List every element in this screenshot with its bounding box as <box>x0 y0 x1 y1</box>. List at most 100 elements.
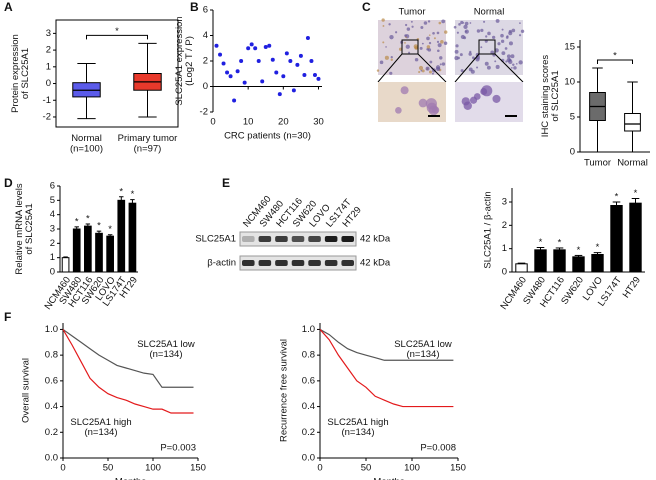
nucleus <box>420 25 424 29</box>
y-tick-label: 1.0 <box>45 324 58 335</box>
nucleus <box>485 35 488 38</box>
point <box>218 52 223 57</box>
x-tick-label: 20 <box>278 117 289 128</box>
y-tick-label: 6 <box>50 181 55 192</box>
image-label: Normal <box>474 7 505 18</box>
nucleus <box>404 34 407 37</box>
panel-letter: F <box>4 310 11 324</box>
panel-letter: E <box>222 176 230 190</box>
y-tick-label: 3 <box>46 28 51 39</box>
nucleus <box>440 40 444 44</box>
nucleus <box>480 28 484 32</box>
nucleus <box>443 41 448 45</box>
point <box>291 88 296 93</box>
zoom-line <box>377 53 403 83</box>
y-tick-label: 15 <box>564 42 575 53</box>
nucleus <box>462 22 465 24</box>
point <box>312 73 317 78</box>
nucleus <box>404 23 408 27</box>
nucleus <box>453 25 457 29</box>
point <box>263 44 268 49</box>
nucleus <box>390 55 393 59</box>
y-tick-label: 4 <box>50 209 55 220</box>
nucleus <box>423 21 428 25</box>
nucleus <box>458 23 461 26</box>
y-tick-label: -2 <box>43 111 51 122</box>
significance: * <box>115 26 119 37</box>
size-label: 42 kDa <box>360 234 391 245</box>
nucleus <box>500 39 505 44</box>
nucleus <box>508 59 513 64</box>
point <box>284 51 289 56</box>
nucleus <box>454 56 459 61</box>
nucleus <box>519 22 521 25</box>
zoom-box <box>401 39 419 55</box>
nucleus <box>406 27 411 31</box>
significance: * <box>97 221 101 232</box>
nucleus <box>465 30 467 33</box>
nucleus <box>480 46 483 49</box>
annotation: P=0.008 <box>420 443 456 454</box>
point <box>249 42 254 47</box>
nucleus <box>468 52 472 56</box>
bar <box>572 256 585 273</box>
point <box>225 70 230 75</box>
band <box>275 260 288 266</box>
nucleus <box>476 29 481 33</box>
significance: * <box>131 189 135 200</box>
y-tick-label: 0 <box>50 267 55 278</box>
nucleus <box>501 28 504 31</box>
nucleus <box>428 34 431 36</box>
nucleus <box>428 41 432 45</box>
nucleus <box>500 33 504 38</box>
nucleus <box>454 49 459 54</box>
y-tick-label: 0.0 <box>45 453 58 464</box>
nucleus <box>425 98 437 110</box>
significance: * <box>119 186 123 197</box>
x-tick-label: 0 <box>317 463 322 474</box>
significance-bracket <box>86 34 148 40</box>
survival-curve <box>62 328 194 388</box>
point <box>288 59 293 63</box>
band <box>341 236 354 242</box>
y-tick-label: 0.6 <box>45 375 58 386</box>
significance: * <box>75 216 79 227</box>
nucleus <box>513 66 517 70</box>
nucleus <box>494 48 499 53</box>
point <box>298 53 303 58</box>
y-axis-label: Recurrence free survival <box>279 339 290 442</box>
point <box>277 92 282 97</box>
point <box>242 80 247 85</box>
nucleus <box>427 48 432 52</box>
band <box>275 236 288 242</box>
nucleus <box>384 55 389 60</box>
point <box>260 79 265 84</box>
nucleus <box>515 63 518 65</box>
nucleus <box>426 45 431 49</box>
y-tick-label: 1 <box>502 243 507 254</box>
y-tick-label: 4 <box>203 30 208 41</box>
nucleus <box>508 29 512 33</box>
y-tick-label: 0.2 <box>45 427 58 438</box>
point <box>316 76 321 81</box>
nucleus <box>376 69 380 72</box>
y-tick-label: 0 <box>570 147 575 158</box>
zoom-line <box>454 53 480 83</box>
x-tick-label: 0 <box>210 117 215 128</box>
nucleus <box>444 30 448 34</box>
survival-curve <box>319 328 454 361</box>
point <box>246 46 251 51</box>
nucleus <box>457 56 460 60</box>
nucleus <box>431 72 434 75</box>
y-axis-label: IHC staining scoresof SLC25A1 <box>539 55 560 138</box>
nucleus <box>504 47 508 50</box>
band <box>291 236 305 242</box>
nucleus <box>425 66 430 71</box>
bar <box>95 232 103 273</box>
y-tick-label: 2 <box>203 56 208 67</box>
y-tick-label: -2 <box>200 107 208 118</box>
significance: * <box>634 188 638 199</box>
y-tick-label: 2 <box>46 45 51 56</box>
significance: * <box>558 237 562 248</box>
x-tick-label: Normal <box>617 158 648 169</box>
